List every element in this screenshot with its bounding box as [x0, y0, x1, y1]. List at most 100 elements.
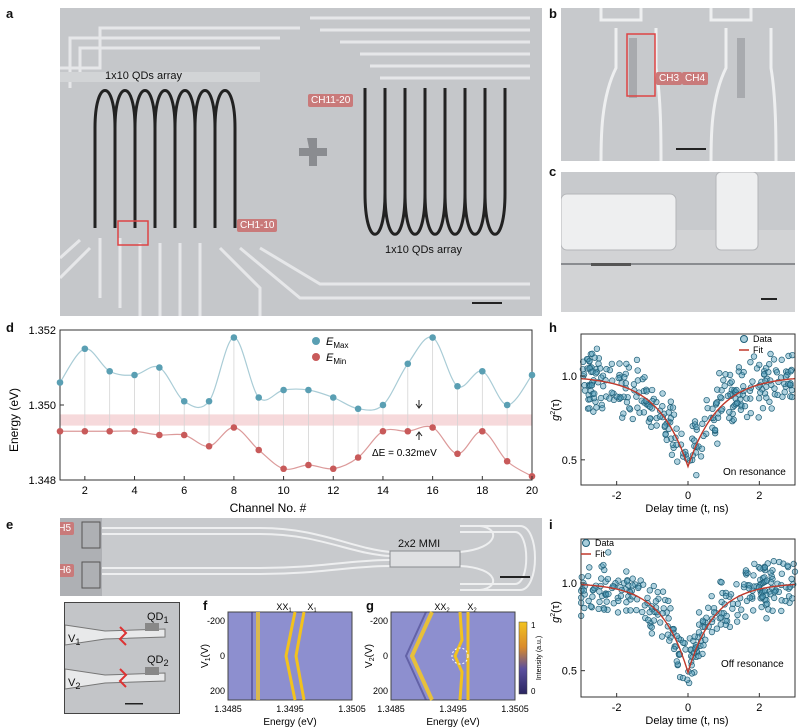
chart-i-xtick-label: 2: [756, 702, 762, 714]
chart-i-data-point: [705, 604, 712, 611]
chart-h-data-point: [741, 403, 749, 410]
chart-h-data-point: [640, 409, 648, 416]
chart-i-data-point: [695, 629, 703, 636]
chart-h-data-point: [781, 388, 788, 396]
legend-emin-marker: [312, 353, 320, 361]
chart-d-point: [156, 364, 163, 371]
chart-h-data-point: [774, 391, 781, 398]
chart-i-data-point: [695, 652, 702, 660]
chart-h-data-point: [750, 353, 758, 360]
chart-d-point: [354, 454, 362, 461]
chart-i-data-point: [723, 612, 730, 620]
chart-g-line-xx: [453, 611, 464, 701]
chart-i-data-point: [646, 587, 653, 594]
chart-d-band: [60, 414, 532, 426]
chart-f-ytick-2: 200: [210, 686, 225, 696]
chart-d-point: [329, 465, 337, 473]
chart-h-data-point: [778, 356, 785, 363]
chart-h-data-point: [670, 411, 678, 418]
chart-i-data-point: [580, 587, 588, 594]
tag-ch3: CH3: [656, 72, 683, 85]
chart-g-xlabel: Energy (eV): [426, 717, 479, 728]
chart-i-ytick-label: 1.0: [562, 578, 577, 590]
chart-h: -2 0 2 0.5 1.0 Delay time (t, ns) g2(τ) Data…: [550, 333, 796, 515]
chart-h-data-point: [726, 408, 733, 416]
chart-i-data-point: [742, 567, 750, 574]
chart-d-point: [305, 386, 312, 394]
chart-h-data-point: [786, 381, 794, 388]
chart-h-data-point: [608, 389, 615, 396]
chart-h-data-point: [623, 360, 630, 368]
colorbar-tick-bottom: 0: [531, 687, 536, 696]
scale-bar-e: [500, 576, 530, 578]
chart-i-data-point: [600, 606, 608, 613]
chart-h-data-point: [773, 369, 781, 376]
chart-i-data-point: [589, 593, 596, 600]
chart-h-data-point: [673, 425, 680, 432]
chart-h-plot: -2 0 2 0.5 1.0: [562, 333, 796, 502]
chart-d-point: [280, 386, 287, 394]
chart-i-data-point: [790, 560, 797, 568]
chart-h-data-point: [641, 374, 648, 381]
chart-i-data-point: [763, 615, 770, 622]
chart-i-data-point: [578, 573, 585, 581]
chart-h-data-point: [669, 404, 677, 411]
chart-h-data-point: [766, 398, 773, 405]
chart-i-data-point: [624, 578, 631, 585]
chart-i-data-point: [717, 614, 725, 621]
chart-i-data-point: [595, 605, 602, 613]
delta-arrow-down: [415, 400, 423, 409]
chart-h-data-point: [603, 366, 610, 373]
chart-i-data-point: [708, 592, 715, 600]
chart-i-data-point: [627, 596, 634, 603]
chart-h-data-point: [701, 415, 708, 423]
panel-label-h: h: [549, 320, 557, 335]
chart-h-data-point: [716, 370, 723, 377]
chart-i-data-point: [771, 588, 778, 596]
chart-h-data-point: [788, 387, 795, 394]
sem-inset-e: V1 V2 QD1 QD2: [64, 602, 180, 714]
chart-h-ytick-label: 1.0: [562, 371, 577, 383]
panel-label-d: d: [6, 320, 14, 335]
chart-i-data-point: [670, 645, 678, 653]
chart-i-data-point: [664, 631, 672, 638]
tag-ch1-10: CH1-10: [237, 219, 278, 232]
chart-h-data-point: [579, 358, 587, 365]
mmi-label: 2x2 MMI: [398, 538, 441, 550]
inset-v1-label: V1: [68, 633, 81, 648]
chart-g-ytick-2: 200: [373, 686, 388, 696]
chart-i-data-point: [708, 628, 716, 636]
chart-h-data-point: [634, 377, 642, 384]
chart-i-data-point: [601, 566, 608, 574]
chart-h-data-point: [743, 395, 750, 402]
chart-i-data-point: [605, 590, 612, 598]
chart-d-xtick-label: 10: [277, 485, 289, 497]
chart-g-line-main: [409, 611, 434, 701]
chart-h-data-point: [586, 405, 593, 412]
chart-d-point: [479, 427, 486, 435]
chart-f-ytick-0: -200: [207, 616, 225, 626]
chart-h-data-point: [592, 370, 599, 377]
chart-d-annotation: ΔE = 0.32meV: [372, 448, 437, 459]
chart-h-data-point: [714, 386, 721, 393]
chart-i-data-point: [764, 560, 771, 567]
chart-d-point: [404, 360, 412, 368]
chart-i-data-point: [644, 616, 652, 624]
chart-h-data-point: [659, 403, 666, 410]
chart-h-data-point: [693, 471, 700, 479]
chart-i-data-point: [738, 606, 745, 613]
chart-i-data-point: [598, 575, 605, 582]
chart-h-data-point: [722, 371, 729, 378]
chart-h-data-point: [634, 404, 641, 411]
chart-h-data-point: [717, 393, 724, 401]
chart-i-data-point: [763, 577, 771, 584]
chart-i-ylabel: g2(τ): [550, 601, 562, 623]
chart-d-point: [429, 424, 436, 431]
qd-array-left: [93, 89, 237, 228]
chart-h-data-point: [712, 430, 719, 437]
chart-i-data-point: [665, 615, 672, 622]
chart-i-data-point: [722, 621, 729, 628]
chart-h-data-point: [608, 360, 615, 368]
chart-h-data-point: [747, 409, 754, 417]
legend-emax-label: EMax: [326, 336, 348, 350]
